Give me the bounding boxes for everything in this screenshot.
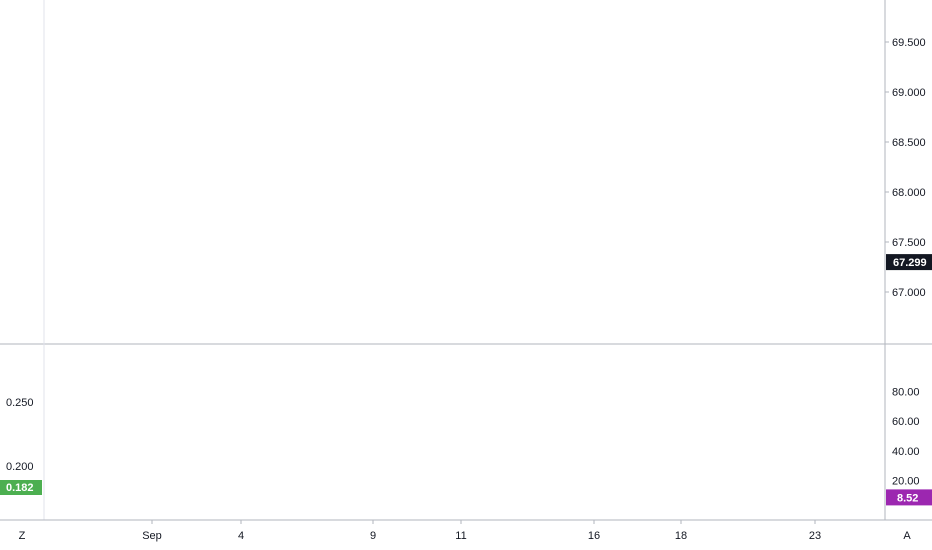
price-axis-label: 69.000	[892, 87, 926, 99]
price-axis-label: 67.000	[892, 287, 926, 299]
time-axis-label: 11	[455, 530, 466, 542]
rsi-axis-label: 40.00	[892, 446, 920, 458]
price-axis-label: 68.000	[892, 187, 926, 199]
price-axis-label: 68.500	[892, 137, 926, 149]
time-axis-label: 18	[675, 530, 687, 542]
atr-value-tag	[0, 480, 42, 495]
time-axis-label: 16	[588, 530, 600, 542]
atr-value: 0.182	[6, 482, 34, 494]
atr-axis-label: 0.200	[6, 461, 34, 473]
last-price-value: 67.299	[893, 257, 927, 269]
axis-corner-left: Z	[19, 530, 26, 542]
last-price-tag	[886, 254, 932, 271]
time-axis-label: Sep	[142, 530, 162, 542]
rsi-axis-label: 80.00	[892, 387, 920, 399]
time-axis-label: 23	[809, 530, 821, 542]
price-axis-label: 67.500	[892, 237, 926, 249]
time-axis-label: 9	[370, 530, 376, 542]
atr-axis-label: 0.250	[6, 397, 34, 409]
rsi-axis-label: 60.00	[892, 416, 920, 428]
price-axis-label: 69.500	[892, 37, 926, 49]
axis-corner-right: A	[903, 530, 911, 542]
rsi-value-tag	[886, 489, 932, 506]
rsi-value: 8.52	[897, 492, 918, 504]
time-axis-label: 4	[238, 530, 244, 542]
rsi-axis-label: 20.00	[892, 475, 920, 487]
